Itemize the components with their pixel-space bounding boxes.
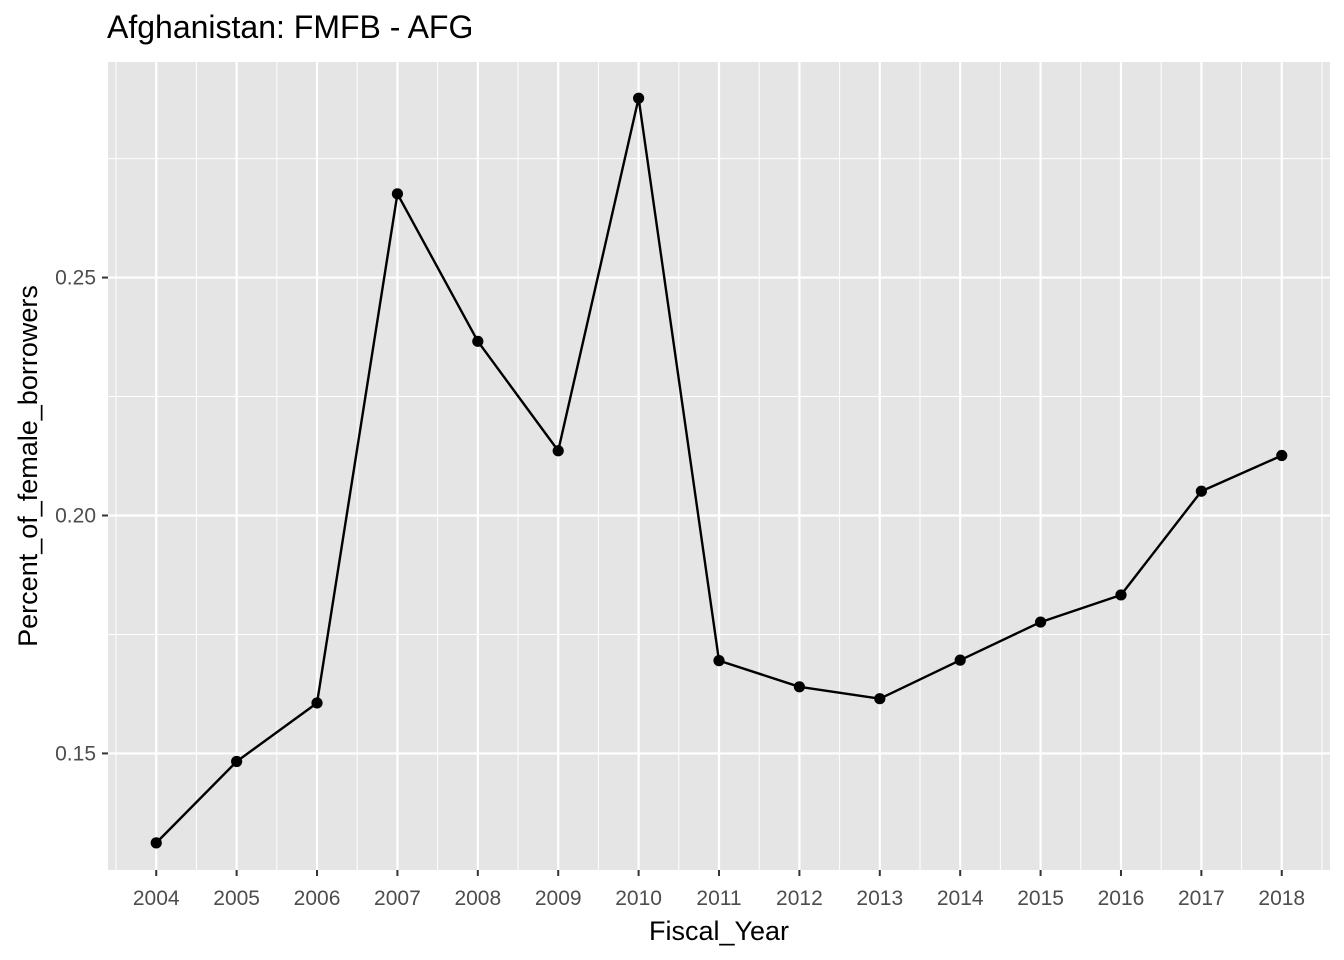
x-axis-title: Fiscal_Year [649,916,789,946]
x-tick-label: 2007 [374,887,421,910]
data-point [1115,589,1127,601]
y-tick-labels: 0.15 0.20 0.25 [55,267,96,766]
data-point [713,655,725,667]
data-point [311,697,323,709]
x-tick-label: 2016 [1098,887,1145,910]
data-point [874,693,886,705]
x-tick-label: 2004 [133,887,180,910]
x-tick-label: 2010 [615,887,662,910]
x-tick-label: 2012 [776,887,823,910]
y-tick-label: 0.20 [55,504,96,527]
y-tick-label: 0.25 [55,267,96,290]
x-tick-labels: 2004 2005 2006 2007 2008 2009 2010 2011 2012 2013… [133,887,1305,910]
y-axis-title: Percent_of_female_borrowers [13,285,43,647]
minor-gridlines [108,62,1330,870]
x-tick-label: 2017 [1178,887,1225,910]
data-point [552,445,564,457]
data-point [150,837,162,849]
data-point [954,654,966,666]
x-tick-label: 2014 [937,887,984,910]
major-gridlines [108,62,1330,870]
x-tick-label: 2013 [856,887,903,910]
data-point [1195,485,1207,497]
data-point [231,755,243,768]
x-tick-label: 2006 [294,887,341,910]
x-tick-label: 2008 [454,887,501,910]
data-point [472,335,484,347]
x-tick-label: 2009 [535,887,582,910]
x-tick-label: 2011 [696,887,741,910]
chart-title: Afghanistan: FMFB - AFG [107,9,473,45]
x-tick-label: 2015 [1017,887,1064,910]
data-point [633,92,645,104]
data-point [1034,616,1047,628]
y-tick-label: 0.15 [55,742,96,765]
data-point [1276,449,1288,462]
data-point [391,188,404,200]
axis-ticks [102,276,1283,876]
x-tick-label: 2018 [1258,887,1305,910]
series-group [150,92,1288,849]
x-tick-label: 2005 [213,887,260,910]
data-point [793,681,805,693]
